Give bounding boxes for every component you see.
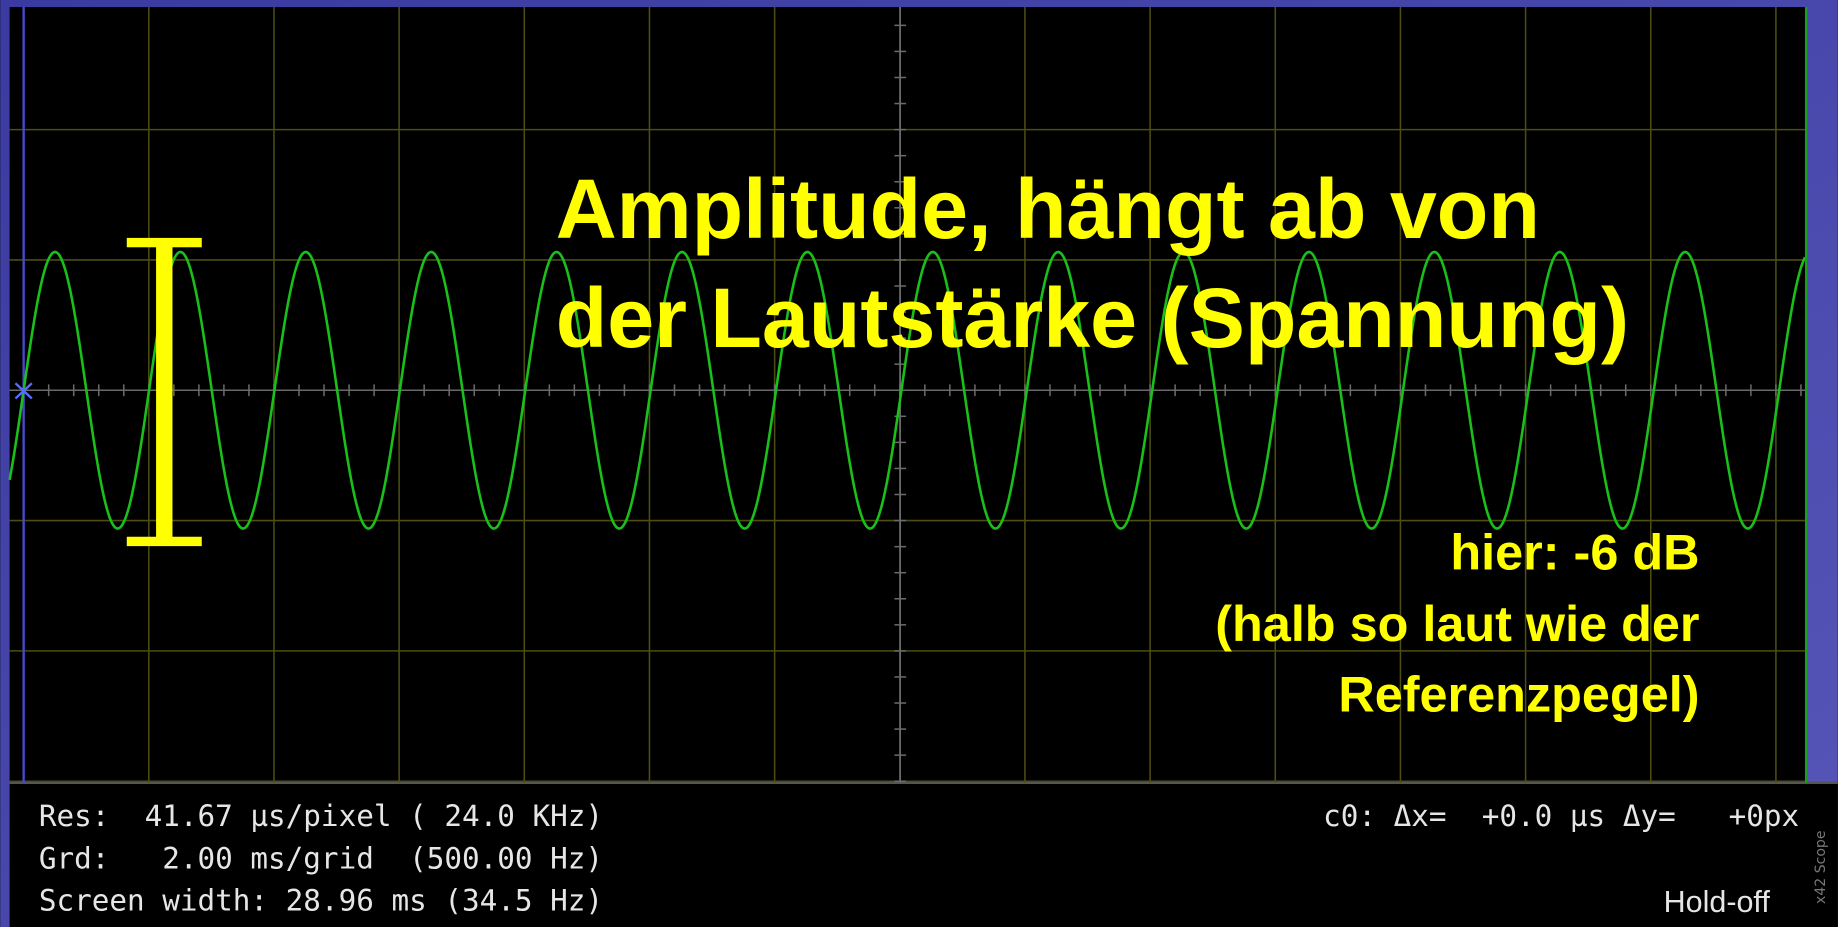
status-line: Res: 41.67 µs/pixel ( 24.0 KHz) — [39, 799, 603, 833]
cursor-readout: c0: Δx= +0.0 µs Δy= +0px — [1323, 799, 1799, 833]
annotation-note: (halb so laut wie der — [1215, 595, 1699, 652]
cursor-cross — [14, 382, 33, 400]
annotation-title: Amplitude, hängt ab von — [556, 162, 1540, 256]
status-line: Screen width: 28.96 ms (34.5 Hz) — [39, 884, 603, 918]
annotation-note: hier: -6 dB — [1450, 524, 1699, 581]
app-label: x42 Scope — [1813, 831, 1829, 904]
scope-display — [9, 7, 1805, 783]
trigger-mode[interactable]: Hold-off — [1664, 885, 1771, 919]
annotation-note: Referenzpegel) — [1338, 665, 1699, 722]
annotation-title: der Lautstärke (Spannung) — [556, 271, 1629, 365]
waveform — [8, 250, 1807, 530]
amplitude-marker — [126, 237, 202, 547]
status-bar — [9, 782, 1838, 927]
status-line: Grd: 2.00 ms/grid (500.00 Hz) — [39, 841, 603, 875]
